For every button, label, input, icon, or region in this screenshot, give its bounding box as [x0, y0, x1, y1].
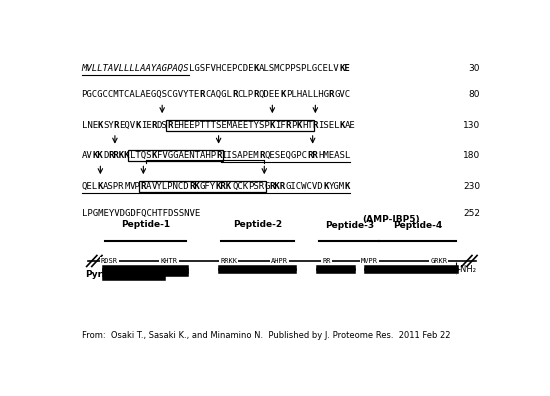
Text: GRKR: GRKR — [430, 258, 447, 264]
Text: ISEL: ISEL — [318, 121, 339, 130]
Text: RK: RK — [189, 182, 200, 191]
Text: PLHALLHG: PLHALLHG — [286, 90, 329, 99]
Text: 230: 230 — [463, 182, 480, 191]
Text: QESEQGPC: QESEQGPC — [265, 151, 307, 160]
Text: RR: RR — [322, 258, 331, 264]
Text: 30: 30 — [469, 65, 480, 73]
Text: IF: IF — [275, 121, 286, 130]
Text: MVPR: MVPR — [361, 258, 378, 264]
Text: Pyro: Pyro — [85, 270, 108, 279]
Text: R: R — [329, 90, 334, 99]
Text: K: K — [98, 121, 103, 130]
Text: K: K — [270, 121, 275, 130]
Text: SY: SY — [103, 121, 114, 130]
Text: CLP: CLP — [238, 90, 254, 99]
Text: RRKK: RRKK — [108, 151, 130, 160]
Text: KHTR: KHTR — [161, 258, 178, 264]
Text: 180: 180 — [463, 151, 480, 160]
Text: IISAPEM: IISAPEM — [221, 151, 259, 160]
Text: GFY: GFY — [200, 182, 216, 191]
Text: QEL: QEL — [81, 182, 98, 191]
Text: K: K — [323, 182, 329, 191]
Text: R: R — [200, 90, 205, 99]
Text: KE: KE — [339, 65, 350, 73]
Text: K: K — [296, 121, 302, 130]
Text: Peptide-4: Peptide-4 — [393, 221, 442, 230]
Text: K: K — [151, 151, 157, 160]
Text: ASPR: ASPR — [103, 182, 124, 191]
Text: LNE: LNE — [81, 121, 98, 130]
Text: LTQS: LTQS — [130, 151, 151, 160]
Text: R: R — [232, 90, 238, 99]
Text: LPGMEYVDGDFQCHTFDSSNVE: LPGMEYVDGDFQCHTFDSSNVE — [81, 209, 200, 218]
Text: (AMP-IBP5): (AMP-IBP5) — [362, 215, 420, 225]
Text: MVLLTAVLLLLAAYAGPAQS: MVLLTAVLLLLAAYAGPAQS — [81, 65, 189, 73]
Text: RRKK: RRKK — [220, 258, 237, 264]
Text: RDSR: RDSR — [101, 258, 118, 264]
Text: P: P — [291, 121, 296, 130]
Text: HT: HT — [302, 121, 312, 130]
Text: R: R — [114, 121, 119, 130]
Text: EHEEPTTTSEMAEETYSP: EHEEPTTTSEMAEETYSP — [173, 121, 270, 130]
Text: K: K — [135, 121, 141, 130]
Text: VYLPNCD: VYLPNCD — [151, 182, 189, 191]
Text: R: R — [286, 121, 291, 130]
Text: From:  Osaki T., Sasaki K., and Minamino N.  Published by J. Proteome Res.  2011: From: Osaki T., Sasaki K., and Minamino … — [81, 331, 450, 340]
Text: QDEE: QDEE — [259, 90, 281, 99]
Text: ALSMCPPSPLGCELV: ALSMCPPSPLGCELV — [259, 65, 339, 73]
Text: RKR: RKR — [270, 182, 286, 191]
Text: FVGGAENTAHP: FVGGAENTAHP — [157, 151, 216, 160]
Text: R: R — [141, 182, 146, 191]
Text: YGM: YGM — [329, 182, 345, 191]
Text: KRK: KRK — [216, 182, 232, 191]
Text: DS: DS — [157, 121, 168, 130]
Text: LGSFVHCEPCDE: LGSFVHCEPCDE — [189, 65, 254, 73]
Text: AV: AV — [81, 151, 92, 160]
Text: 252: 252 — [463, 209, 480, 218]
Text: R: R — [168, 121, 173, 130]
Text: 80: 80 — [469, 90, 480, 99]
Text: Peptide-3: Peptide-3 — [324, 221, 374, 230]
Text: -NH₂: -NH₂ — [458, 265, 476, 274]
Text: A: A — [146, 182, 151, 191]
Text: Peptide-1: Peptide-1 — [121, 220, 170, 229]
Text: K: K — [254, 65, 259, 73]
Text: K: K — [345, 182, 350, 191]
Text: VP: VP — [130, 182, 141, 191]
Text: K: K — [98, 182, 103, 191]
Text: QCK: QCK — [232, 182, 248, 191]
Text: AHPR: AHPR — [271, 258, 288, 264]
Text: M: M — [124, 182, 130, 191]
Text: EQV: EQV — [119, 121, 135, 130]
Text: PGCGCCMTCALAEGQSCGVYTE: PGCGCCMTCALAEGQSCGVYTE — [81, 90, 200, 99]
Text: 130: 130 — [463, 121, 480, 130]
Text: R: R — [151, 121, 157, 130]
Text: AE: AE — [345, 121, 356, 130]
Text: RR: RR — [307, 151, 318, 160]
Text: Peptide-2: Peptide-2 — [233, 220, 282, 229]
Text: IE: IE — [141, 121, 151, 130]
Text: R: R — [259, 151, 265, 160]
Text: K: K — [280, 90, 286, 99]
Text: G: G — [265, 182, 270, 191]
Text: K: K — [339, 121, 345, 130]
Text: R: R — [216, 151, 221, 160]
Text: R: R — [254, 90, 259, 99]
Text: CAQGL: CAQGL — [205, 90, 232, 99]
Text: D: D — [103, 151, 108, 160]
Text: GVC: GVC — [334, 90, 350, 99]
Text: R: R — [312, 121, 318, 130]
Text: PSR: PSR — [248, 182, 265, 191]
Text: GICWCVD: GICWCVD — [286, 182, 323, 191]
Text: HMEASL: HMEASL — [318, 151, 350, 160]
Text: KK: KK — [92, 151, 103, 160]
